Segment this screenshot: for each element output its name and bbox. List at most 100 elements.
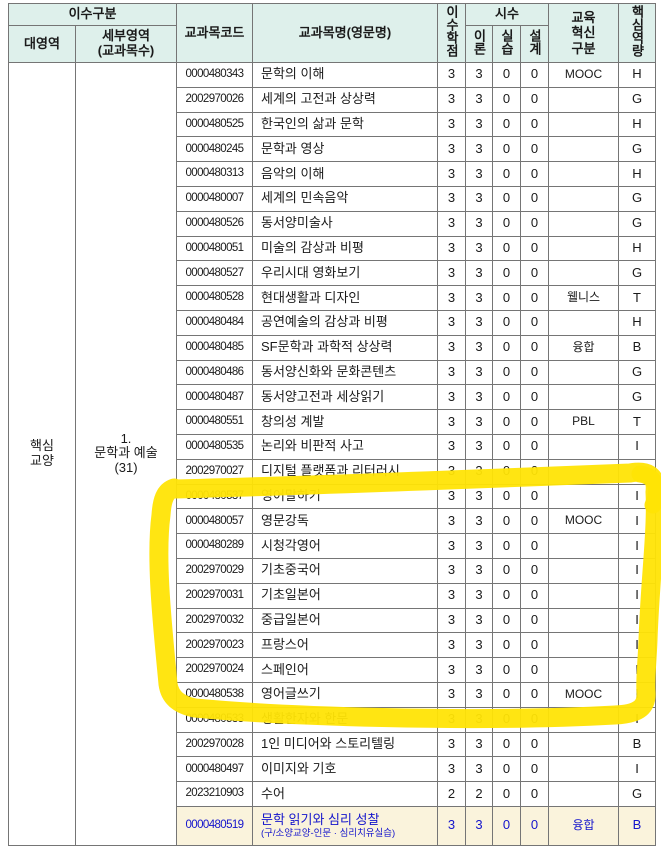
course-name-text: 중급일본어 <box>261 611 321 627</box>
practice-hours: 0 <box>492 607 521 634</box>
course-name: 동서양신화와 문화콘텐츠 <box>252 359 438 386</box>
credit-value: 3 <box>437 62 466 88</box>
practice-hours: 0 <box>492 533 521 559</box>
course-code: 2002970028 <box>176 731 253 758</box>
competency-header: 핵심역량 <box>618 3 656 63</box>
practice-hours: 0 <box>492 458 521 485</box>
course-name: 이미지와 기호 <box>252 756 438 783</box>
practice-hours: 0 <box>492 309 521 336</box>
competency-code: H <box>618 235 656 262</box>
competency-code: I <box>618 458 656 485</box>
theory-hours: 3 <box>465 309 493 336</box>
innovation-type <box>548 657 619 683</box>
course-name-text: 음악의 이해 <box>261 165 325 181</box>
competency-code: I <box>618 483 656 510</box>
course-code: 2002970027 <box>176 458 253 485</box>
innovation-type <box>548 483 619 510</box>
practice-header: 실습 <box>492 25 521 63</box>
theory-hours: 3 <box>465 706 493 733</box>
course-name-text: 생활한자와 한문 <box>261 711 349 727</box>
course-code: 0000480313 <box>176 161 253 187</box>
competency-code: G <box>618 185 656 212</box>
credit-value: 3 <box>437 185 466 212</box>
course-name-text: 미술의 감상과 비평 <box>261 240 364 255</box>
competency-code: I <box>618 533 656 559</box>
course-name-text: 세계의 민속음악 <box>261 190 349 206</box>
course-name: 우리시대 영화보기 <box>252 260 438 287</box>
practice-hours: 0 <box>492 632 521 659</box>
innovation-type: 웰니스 <box>548 285 619 311</box>
course-name-text: 영문강독 <box>261 512 309 528</box>
competency-code: G <box>618 359 656 386</box>
design-hours: 0 <box>520 185 549 212</box>
innovation-type <box>548 731 619 758</box>
theory-hours: 3 <box>465 731 493 758</box>
innovation-type <box>548 359 619 386</box>
competency-code: I <box>618 657 656 683</box>
course-name: 문학 읽기와 심리 성찰 (구/소양교양-인문 · 심리치유실습) <box>252 805 438 846</box>
innovation-type <box>548 111 619 138</box>
course-row: 0000480245 문학과 영상 3 3 0 0 G <box>8 136 656 163</box>
credit-value: 3 <box>437 111 466 138</box>
course-code: 0000480497 <box>176 756 253 783</box>
course-code: 0000480551 <box>176 409 253 435</box>
innovation-type <box>548 136 619 163</box>
course-name-text: 문학과 영상 <box>261 140 325 156</box>
credit-value: 3 <box>437 458 466 485</box>
theory-hours: 3 <box>465 508 493 535</box>
practice-hours: 0 <box>492 111 521 138</box>
design-hours: 0 <box>520 533 549 559</box>
innovation-type <box>548 309 619 336</box>
practice-hours: 0 <box>492 62 521 88</box>
innovation-type <box>548 607 619 634</box>
course-name: 기초일본어 <box>252 582 438 609</box>
competency-code: I <box>618 632 656 659</box>
credit-value: 3 <box>437 260 466 287</box>
main-area-header: 대영역 <box>8 25 76 63</box>
theory-header: 이론 <box>465 25 493 63</box>
course-name-text: 수어 <box>261 785 285 801</box>
course-code: 0000480535 <box>176 433 253 460</box>
innovation-type: 융합 <box>548 334 619 361</box>
innovation-type <box>548 582 619 609</box>
competency-code: B <box>618 334 656 361</box>
practice-hours: 0 <box>492 161 521 187</box>
design-hours: 0 <box>520 384 549 411</box>
innovation-type <box>548 632 619 659</box>
course-name-text: 시청각영어 <box>261 537 321 553</box>
theory-hours: 3 <box>465 161 493 187</box>
design-hours: 0 <box>520 235 549 262</box>
credit-value: 3 <box>437 632 466 659</box>
design-hours: 0 <box>520 607 549 634</box>
design-hours: 0 <box>520 483 549 510</box>
course-row: 2002970026 세계의 고전과 상상력 3 3 0 0 G <box>8 86 656 113</box>
credit-value: 3 <box>437 805 466 846</box>
course-name-text: SF문학과 과학적 상상력 <box>261 339 393 355</box>
theory-hours: 3 <box>465 582 493 609</box>
innovation-type <box>548 781 619 807</box>
competency-code: G <box>618 260 656 287</box>
course-name-text: 현대생활과 디자인 <box>261 289 361 305</box>
competency-code: T <box>618 285 656 311</box>
design-hours: 0 <box>520 136 549 163</box>
credit-value: 3 <box>437 210 466 237</box>
practice-hours: 0 <box>492 756 521 783</box>
course-code: 0000480526 <box>176 210 253 237</box>
course-name: 디지털 플랫폼과 리터러시 <box>252 458 438 485</box>
credit-value: 3 <box>437 161 466 187</box>
theory-hours: 3 <box>465 433 493 460</box>
course-code: 0000480057 <box>176 508 253 535</box>
credit-value: 3 <box>437 706 466 733</box>
design-hours: 0 <box>520 582 549 609</box>
course-code: 0000480519 <box>176 805 253 846</box>
practice-hours: 0 <box>492 235 521 262</box>
course-code: 2002970032 <box>176 607 253 634</box>
competency-code: I <box>618 557 656 584</box>
design-hours: 0 <box>520 260 549 287</box>
innovation-type <box>548 235 619 262</box>
competency-code: G <box>618 136 656 163</box>
design-hours: 0 <box>520 681 549 708</box>
course-code: 0000480527 <box>176 260 253 287</box>
innovation-header: 교육혁신구분 <box>548 3 619 63</box>
design-hours: 0 <box>520 285 549 311</box>
